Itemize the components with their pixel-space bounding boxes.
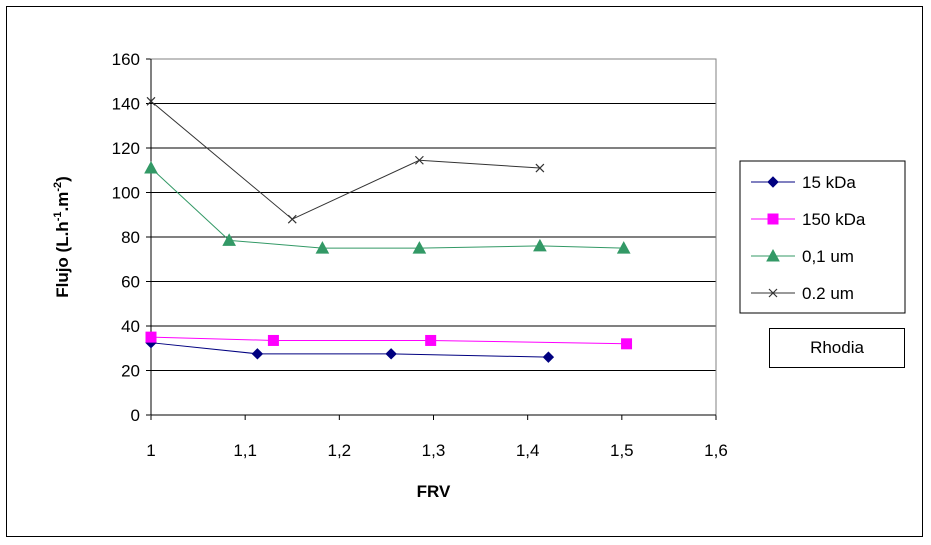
- x-tick-label: 1,1: [233, 441, 257, 460]
- data-point: [385, 348, 397, 360]
- series-line-1: [150, 336, 627, 345]
- data-point: [145, 331, 157, 343]
- series-line-0: [150, 342, 549, 358]
- data-point: [287, 214, 297, 224]
- data-point: [146, 96, 156, 106]
- data-point: [315, 241, 330, 254]
- rhodia-annotation: Rhodia: [769, 328, 905, 368]
- data-point: [616, 241, 631, 254]
- legend-marker: [767, 176, 779, 188]
- y-tick-label: 120: [112, 139, 140, 158]
- data-point: [267, 334, 279, 346]
- data-point: [425, 334, 437, 346]
- y-tick-label: 100: [112, 184, 140, 203]
- y-tick-label: 80: [121, 228, 140, 247]
- data-point: [251, 348, 264, 360]
- data-point: [542, 351, 555, 363]
- x-tick-label: 1,5: [610, 441, 634, 460]
- x-tick-label: 1,4: [516, 441, 540, 460]
- legend-marker: [767, 213, 779, 225]
- x-tick-label: 1,2: [328, 441, 352, 460]
- y-tick-label: 20: [121, 362, 140, 381]
- data-point: [533, 238, 547, 252]
- legend-label: 15 kDa: [802, 173, 856, 192]
- data-point: [621, 338, 633, 350]
- y-tick-label: 0: [131, 406, 140, 425]
- x-axis-label: FRV: [417, 482, 451, 501]
- legend-label: 0.2 um: [802, 284, 854, 303]
- series-line-3: [150, 100, 540, 220]
- legend: [739, 160, 906, 314]
- y-tick-label: 160: [112, 50, 140, 69]
- x-tick-label: 1,6: [704, 441, 728, 460]
- y-tick-label: 140: [112, 95, 140, 114]
- data-point: [535, 163, 545, 173]
- y-tick-label: 40: [121, 317, 140, 336]
- x-tick-label: 1: [146, 441, 155, 460]
- series-line-2: [150, 167, 624, 249]
- data-point: [144, 160, 158, 174]
- data-point: [414, 155, 424, 165]
- legend-marker: [766, 248, 780, 262]
- legend-label: 0,1 um: [802, 247, 854, 266]
- rhodia-label: Rhodia: [810, 338, 864, 357]
- data-point: [222, 233, 237, 246]
- y-tick-label: 60: [121, 273, 140, 292]
- legend-label: 150 kDa: [802, 210, 866, 229]
- legend-marker: [768, 288, 778, 298]
- x-tick-label: 1,3: [422, 441, 446, 460]
- y-axis-label: Flujo (L.h-1.m-2): [52, 176, 72, 298]
- data-point: [412, 241, 427, 254]
